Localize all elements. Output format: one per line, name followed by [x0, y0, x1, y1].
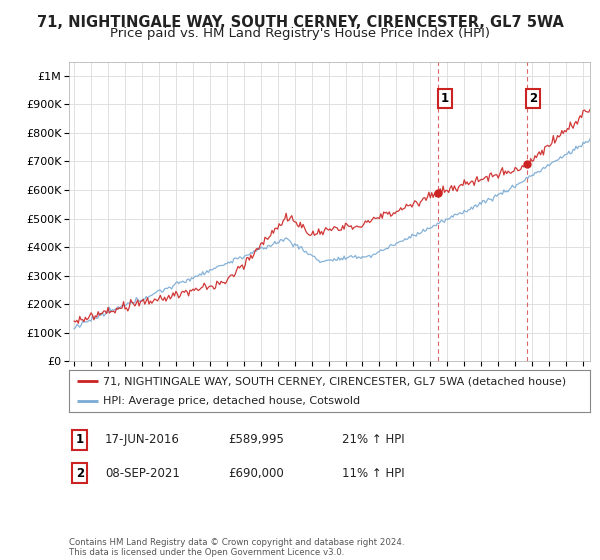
Text: £690,000: £690,000 [228, 466, 284, 480]
Text: Price paid vs. HM Land Registry's House Price Index (HPI): Price paid vs. HM Land Registry's House … [110, 27, 490, 40]
Text: 1: 1 [440, 92, 449, 105]
Text: 21% ↑ HPI: 21% ↑ HPI [342, 433, 404, 446]
Text: Contains HM Land Registry data © Crown copyright and database right 2024.
This d: Contains HM Land Registry data © Crown c… [69, 538, 404, 557]
Text: 11% ↑ HPI: 11% ↑ HPI [342, 466, 404, 480]
Text: 17-JUN-2016: 17-JUN-2016 [105, 433, 180, 446]
Text: 2: 2 [76, 466, 84, 480]
Text: 2: 2 [529, 92, 538, 105]
Text: HPI: Average price, detached house, Cotswold: HPI: Average price, detached house, Cots… [103, 396, 360, 405]
Text: 71, NIGHTINGALE WAY, SOUTH CERNEY, CIRENCESTER, GL7 5WA (detached house): 71, NIGHTINGALE WAY, SOUTH CERNEY, CIREN… [103, 376, 566, 386]
Text: 08-SEP-2021: 08-SEP-2021 [105, 466, 180, 480]
Text: 1: 1 [76, 433, 84, 446]
Text: £589,995: £589,995 [228, 433, 284, 446]
Text: 71, NIGHTINGALE WAY, SOUTH CERNEY, CIRENCESTER, GL7 5WA: 71, NIGHTINGALE WAY, SOUTH CERNEY, CIREN… [37, 15, 563, 30]
